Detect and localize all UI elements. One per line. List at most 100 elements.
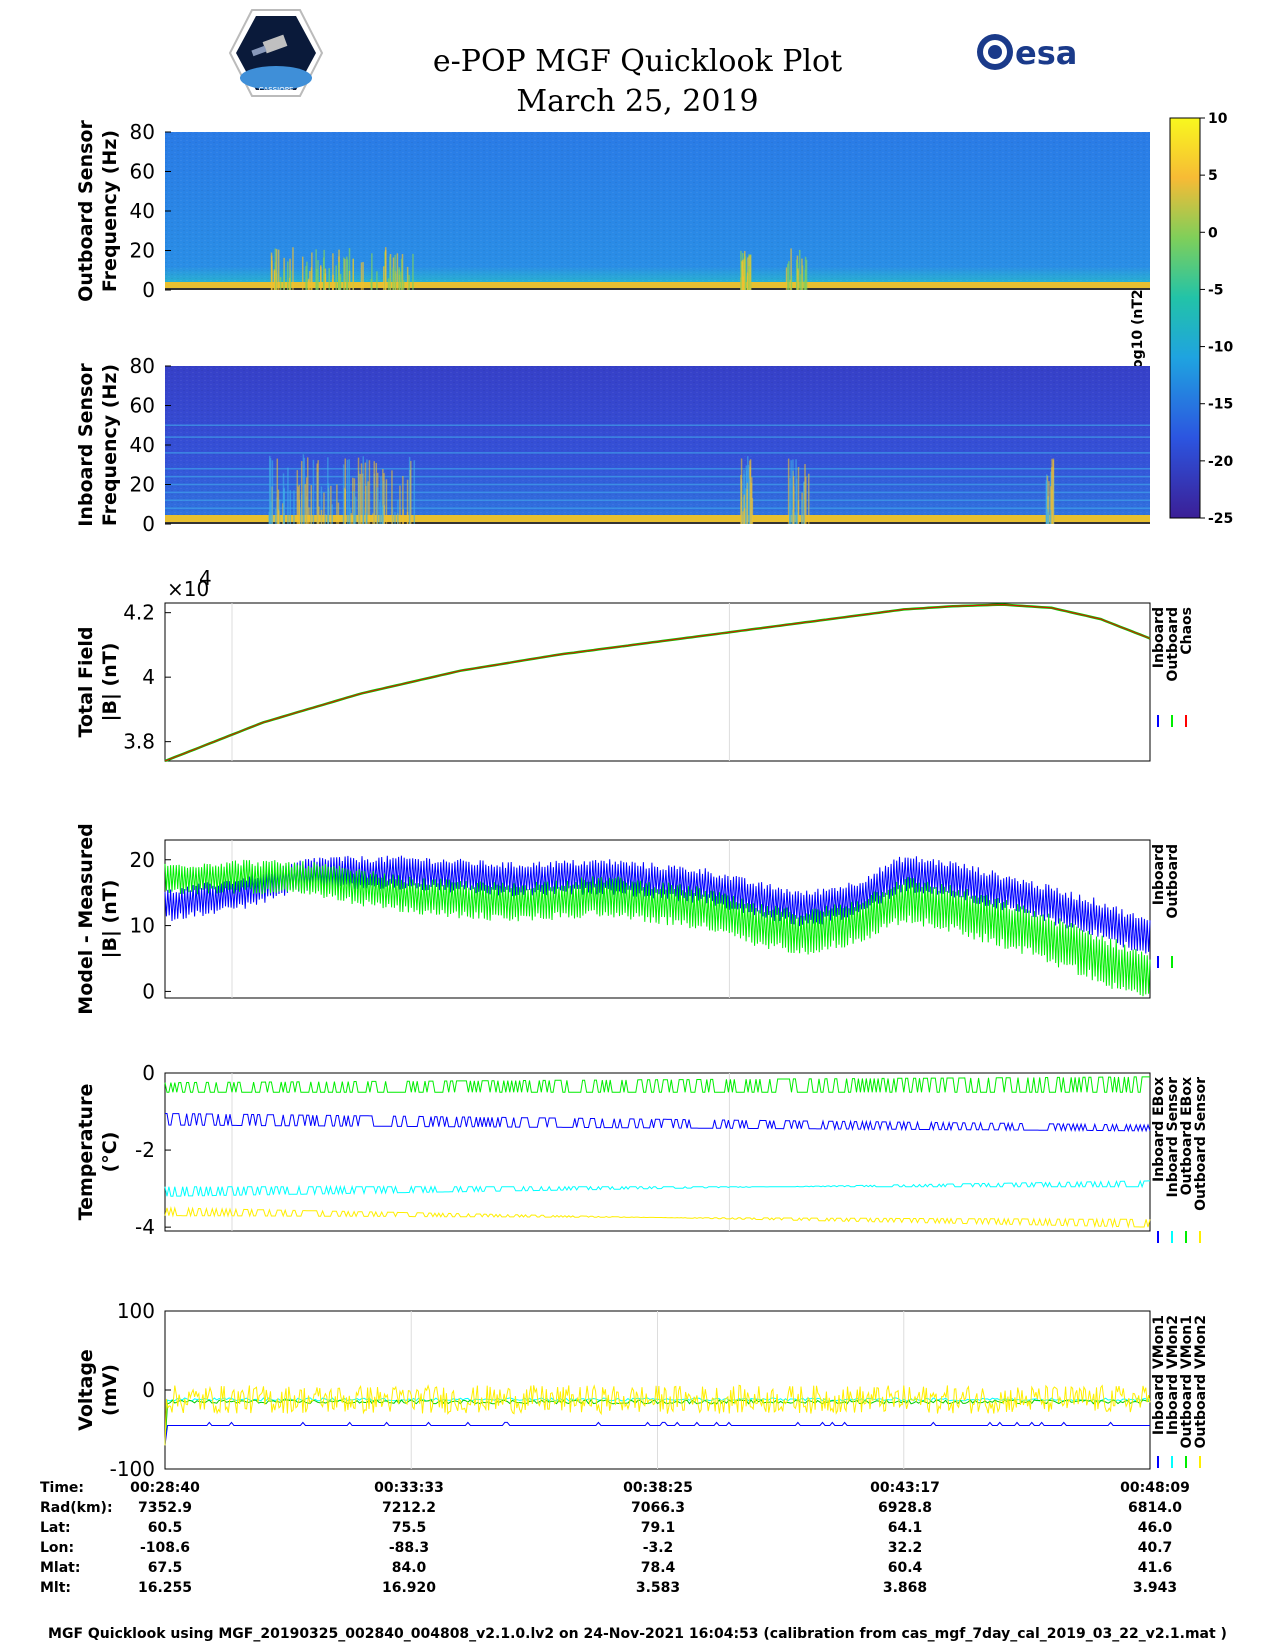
burst-mark [801,500,803,524]
burst-mark [344,258,346,290]
orbit-info-table: Time: Rad(km): Lat: Lon: Mlat: Mlt: 00:2… [0,1480,1275,1610]
burst-mark [322,257,325,290]
legend-label: Inboard EBox [1151,1077,1167,1182]
burst-mark [379,501,381,524]
burst-mark [308,507,310,524]
burst-mark [1052,460,1055,524]
y-tick-label: 4.2 [123,601,155,625]
plot-title: e-POP MGF Quicklook Plot [432,44,843,79]
burst-mark [348,459,350,524]
burst-mark [798,249,801,290]
outboard-zero-line [165,288,1150,290]
burst-mark [306,261,308,290]
info-label-time: Time: [40,1480,85,1496]
burst-mark [310,485,313,524]
burst-mark [274,508,277,524]
burst-mark [335,265,337,290]
footer-caption: MGF Quicklook using MGF_20190325_002840_… [48,1626,1227,1642]
burst-mark [741,262,743,290]
burst-mark [790,275,793,290]
burst-mark [413,460,416,524]
legend-label: Inboard VMon2 [1165,1315,1181,1435]
outboard-bursts [270,247,808,290]
burst-mark [1046,509,1049,524]
info-cell: 3.943 [1132,1580,1178,1596]
burst-mark [287,467,289,524]
burst-mark [801,258,803,290]
legend-label: Outboard [1165,607,1181,682]
burst-mark [279,277,282,290]
outboard-spectrogram-axes: 80 60 40 20 0 Outboard Sensor Frequency (Hz) [75,120,171,302]
y-tick-label: 0 [142,1378,155,1402]
burst-mark [740,250,742,290]
burst-mark [785,267,788,290]
burst-mark [805,259,808,290]
info-label-mlat: Mlat: [40,1560,81,1576]
info-cell: 6814.0 [1127,1500,1183,1516]
colorbar-tick-label: 10 [1208,111,1228,127]
burst-mark [316,463,318,524]
temperature-inboard-ebox-line [164,1076,1150,1093]
burst-mark [337,261,340,290]
burst-mark [275,249,278,290]
colorbar-tick-label: -25 [1208,511,1233,527]
burst-mark [352,258,354,290]
y-tick-label: -4 [135,1215,155,1239]
burst-mark [350,513,352,524]
burst-mark [401,254,404,290]
burst-mark [306,457,309,524]
burst-mark [337,502,340,524]
burst-mark [293,490,295,524]
burst-mark [380,476,382,524]
y-tick-label: -100 [110,1457,155,1481]
burst-mark [303,457,306,524]
legend-label: Outboard Sensor [1193,1077,1209,1211]
burst-mark [307,278,310,290]
model-measured-axes: 20 10 0 Model - Measured |B| (nT) [75,823,171,1015]
burst-mark [277,489,280,524]
burst-mark [804,269,807,290]
burst-mark [357,457,360,524]
burst-mark [362,509,365,524]
burst-mark [745,465,748,524]
burst-mark [788,261,790,290]
burst-mark [408,274,410,290]
inboard-bursts [268,454,1055,524]
burst-mark [269,457,272,524]
y-axis-label: Outboard Sensor [75,120,97,302]
info-label-mlt: Mlt: [40,1580,72,1596]
burst-mark [402,280,405,290]
burst-mark [805,476,807,524]
y-tick-label: 10 [130,914,155,938]
y-tick-label: 40 [130,199,155,223]
burst-mark [297,486,299,524]
burst-mark [299,507,301,524]
burst-mark [287,261,289,290]
burst-mark [327,483,330,524]
burst-mark [362,456,364,524]
info-cell: 16.255 [137,1580,193,1596]
burst-mark [366,459,368,524]
voltage-axes: 100 0 -100 Voltage (mV) [75,1299,171,1481]
burst-mark [376,487,379,524]
burst-mark [320,509,323,524]
y-tick-label: 20 [130,848,155,872]
burst-mark [402,476,404,524]
total-field-multiplier-exp: 4 [199,566,212,590]
colorbar-tick-label: -10 [1208,340,1234,356]
burst-mark [360,262,363,290]
burst-mark [795,259,798,290]
y-tick-label: 100 [117,1299,155,1323]
burst-mark [399,485,401,524]
total-field-axes-box [164,602,1151,762]
y-tick-label: 4 [142,665,155,689]
burst-mark [1048,496,1050,524]
panel-outboard-spectrogram: 80 60 40 20 0 Outboard Sensor Frequency (Hz) [75,120,1150,302]
y-tick-label: 0 [142,278,155,302]
total-field-axes: 4.2 4 3.8 Total Field |B| (nT) [75,601,171,754]
outboard-spectrogram-noise [165,132,1150,290]
burst-mark [797,467,800,524]
info-cell: 00:48:09 [1120,1480,1190,1496]
burst-mark [796,478,798,524]
